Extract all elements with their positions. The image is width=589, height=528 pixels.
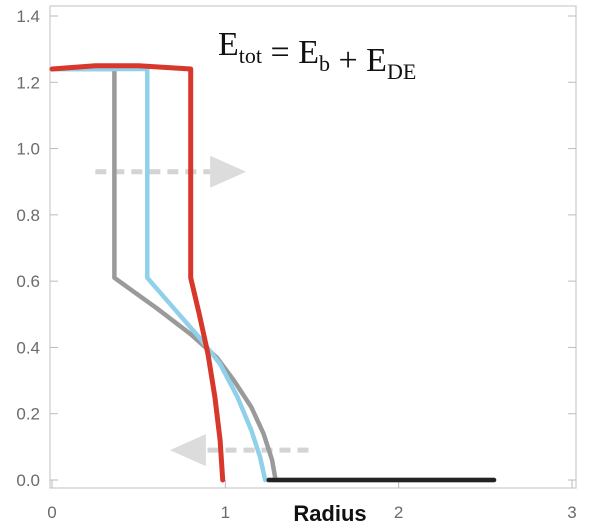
y-tick-label: 0.0 — [16, 471, 40, 490]
x-tick-label: 3 — [567, 503, 576, 522]
formula-subscript: DE — [387, 59, 416, 84]
series-line-2 — [49, 66, 497, 483]
plot-frame — [49, 5, 577, 489]
formula-term: E — [366, 42, 387, 79]
formula-term: + — [330, 42, 366, 79]
y-tick-label: 0.8 — [16, 206, 40, 225]
formula-subscript: b — [319, 51, 330, 76]
formula-term: = — [262, 34, 298, 71]
y-tick-label: 0.4 — [16, 338, 40, 357]
x-tick-label: 0 — [47, 503, 56, 522]
x-tick-label: 2 — [394, 503, 403, 522]
y-tick-label: 1.0 — [16, 140, 40, 159]
formula-subscript: tot — [239, 43, 262, 68]
y-tick-label: 0.2 — [16, 405, 40, 424]
y-tick-label: 1.2 — [16, 73, 40, 92]
energy-formula-annotation: Etot = Eb + EDE — [218, 26, 416, 84]
series-line-3 — [49, 63, 226, 483]
x-tick-label: 1 — [221, 503, 230, 522]
arrow-right-head — [210, 155, 247, 188]
series-line-1 — [49, 66, 497, 483]
y-tick-label: 1.4 — [16, 7, 40, 26]
y-tick-label: 0.6 — [16, 272, 40, 291]
formula-term: E — [298, 34, 319, 71]
x-axis-label: Radius — [293, 501, 366, 526]
formula-term: E — [218, 26, 239, 63]
arrow-left-head — [169, 434, 206, 467]
